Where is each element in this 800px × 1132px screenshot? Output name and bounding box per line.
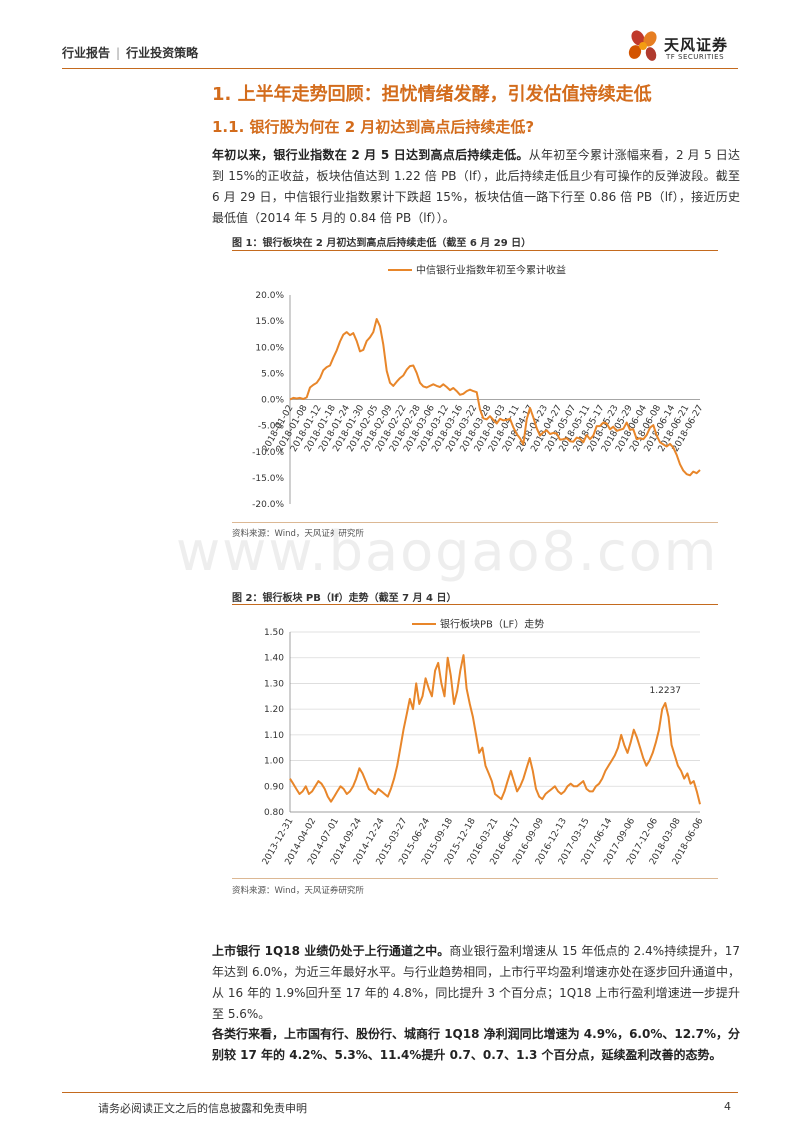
figure-2-source: 资料来源：Wind，天风证券研究所 [232, 886, 364, 896]
paragraph-3: 各类行来看，上市国有行、股份行、城商行 1Q18 净利润同比增速为 4.9%，6… [212, 1024, 740, 1066]
y-tick-label: 10.0% [255, 343, 284, 353]
header-separator: | [116, 46, 121, 60]
y-tick-label: -5.0% [258, 422, 285, 432]
report-type: 行业报告 [62, 46, 111, 60]
figure-1-title: 图 1：银行板块在 2 月初达到高点后持续走低（截至 6 月 29 日） [232, 238, 532, 249]
disclaimer-footer: 请务必阅读正文之后的信息披露和免责申明 [98, 1102, 307, 1115]
header-rule [62, 68, 738, 69]
cumulative-return-chart: 中信银行业指数年初至今累计收益 20.0% 15.0% 10.0% 5.0% 0.0% -5… [252, 264, 705, 511]
figure-1-bottom-rule [232, 522, 718, 523]
y-tick-label: 0.90 [264, 782, 284, 792]
logo-subtitle: TF SECURITIES [666, 53, 725, 61]
paragraph-2: 上市银行 1Q18 业绩仍处于上行通道之中。商业银行盈利增速从 15 年低点的 … [212, 941, 740, 1025]
y-tick-label: 1.10 [264, 731, 284, 741]
flower-logo-icon [628, 30, 657, 61]
y-tick-label: 20.0% [255, 291, 284, 301]
peak-annotation: 1.2237 [650, 686, 682, 696]
logo-name: 天风证券 [664, 36, 729, 54]
page-number: 4 [724, 1100, 731, 1113]
figure-1-source: 资料来源：Wind，天风证券研究所 [232, 529, 364, 539]
footer-rule [62, 1092, 738, 1093]
y-tick-label: 1.50 [264, 628, 284, 638]
y-tick-label: 1.30 [264, 679, 284, 689]
figure-2-top-rule [232, 604, 718, 605]
report-header: 行业报告 | 行业投资策略 [62, 44, 198, 61]
tf-securities-logo: 天风证券 TF SECURITIES [626, 28, 746, 68]
report-subtype: 行业投资策略 [126, 46, 199, 60]
y-tick-label: 1.20 [264, 705, 284, 715]
paragraph-3-lead: 各类行来看，上市国有行、股份行、城商行 1Q18 净利润同比增速为 4.9%，6… [212, 1027, 740, 1062]
series-line [289, 318, 701, 477]
paragraph-1-body: 从年初至今累计涨幅来看，2 月 5 日达到 15%的正收益，板块估值达到 1.2… [212, 148, 740, 225]
y-tick-label: 0.80 [264, 808, 284, 818]
figure-2-title: 图 2：银行板块 PB（lf）走势（截至 7 月 4 日） [232, 593, 457, 604]
paragraph-1-lead: 年初以来，银行业指数在 2 月 5 日达到高点后持续走低。 [212, 148, 529, 162]
paragraph-2-lead: 上市银行 1Q18 业绩仍处于上行通道之中。 [212, 944, 450, 958]
legend-label: 银行板块PB（LF）走势 [440, 618, 544, 631]
y-tick-label: 1.40 [264, 654, 284, 664]
paragraph-1: 年初以来，银行业指数在 2 月 5 日达到高点后持续走低。从年初至今累计涨幅来看… [212, 145, 740, 229]
section-heading: 1. 上半年走势回顾：担忧情绪发酵，引发估值持续走低 [212, 84, 652, 105]
subsection-heading: 1.1. 银行股为何在 2 月初达到高点后持续走低? [212, 118, 535, 136]
y-tick-label: 1.00 [264, 757, 284, 767]
pb-valuation-chart: 银行板块PB（LF）走势 1.50 1.40 1.30 1.20 1.10 1.00 0.90… [261, 618, 706, 867]
y-tick-label: -10.0% [252, 448, 284, 458]
watermark: www.baogao8.com [176, 520, 719, 583]
paragraph-2-body: 商业银行盈利增速从 15 年低点的 2.4%持续提升，17 年达到 6.0%，为… [212, 944, 740, 1021]
y-tick-label: 0.0% [261, 396, 284, 406]
chart-legend: 银行板块PB（LF）走势 [412, 618, 544, 631]
y-tick-label: -15.0% [252, 474, 284, 484]
figure-1-top-rule [232, 250, 718, 251]
y-tick-label: 15.0% [255, 317, 284, 327]
legend-label: 中信银行业指数年初至今累计收益 [416, 264, 566, 277]
y-tick-label: 5.0% [261, 369, 284, 379]
figure-2-bottom-rule [232, 878, 718, 879]
series-line [289, 654, 701, 805]
y-tick-label: -20.0% [252, 500, 284, 510]
chart-legend: 中信银行业指数年初至今累计收益 [388, 264, 566, 277]
